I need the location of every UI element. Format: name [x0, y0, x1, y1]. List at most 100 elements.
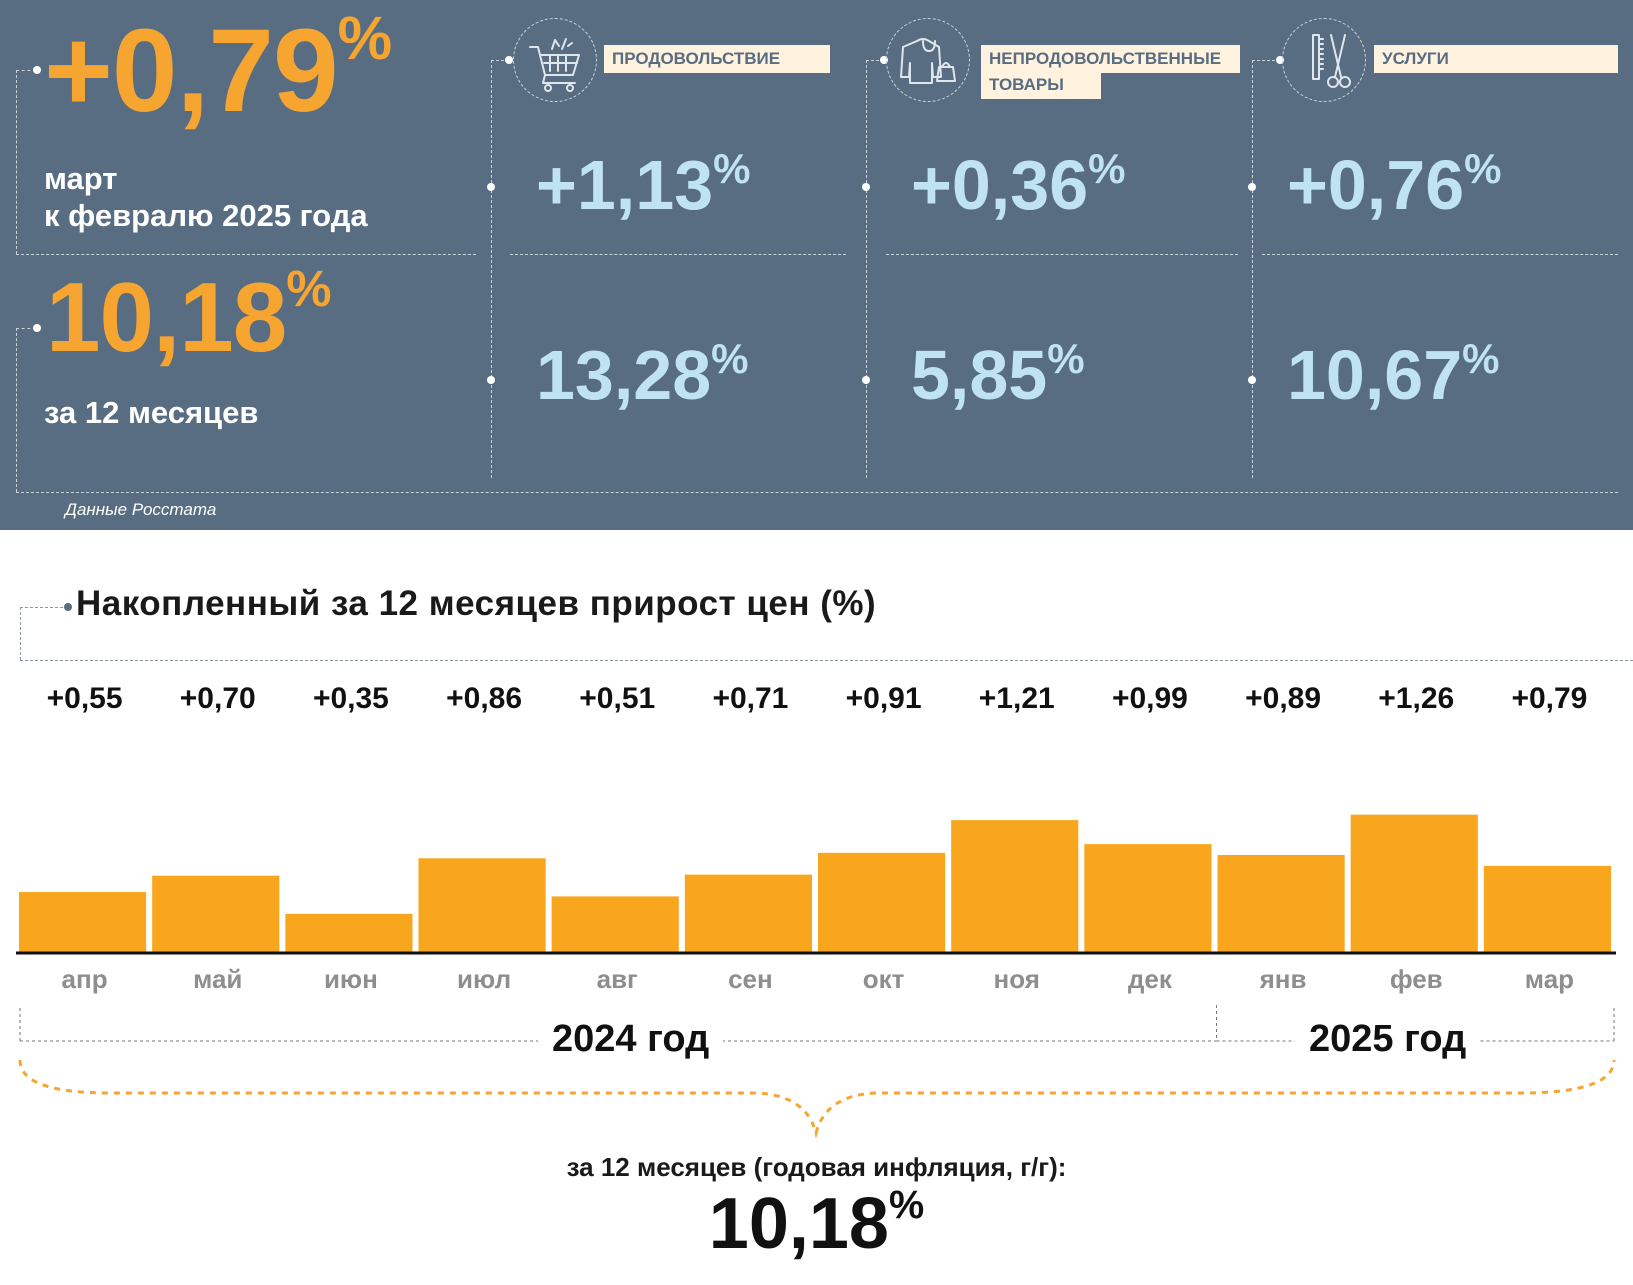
total-brace	[18, 1059, 1616, 1139]
year-label-2024: 2024 год	[538, 1018, 724, 1061]
data-label: +0,71	[712, 682, 788, 715]
divider	[886, 254, 1238, 255]
data-label: +1,21	[979, 682, 1055, 715]
percent-sign: %	[337, 4, 393, 73]
category-label-nonfood-line2: ТОВАРЫ	[981, 71, 1101, 99]
bar	[152, 875, 280, 952]
category-label-food: ПРОДОВОЛЬСТВИЕ	[604, 45, 830, 73]
divider	[20, 607, 68, 608]
divider	[16, 328, 17, 492]
data-label: +0,89	[1245, 682, 1321, 715]
monthly-value-number: +0,79	[44, 5, 339, 137]
data-label: +0,51	[579, 682, 655, 715]
annual-total-value: 10,18%	[0, 1185, 1633, 1260]
x-tick-label: май	[193, 964, 242, 994]
annual-inflation-value: 10,18%	[46, 263, 332, 366]
connector-dot	[1276, 56, 1284, 64]
x-tick-label: апр	[62, 964, 108, 994]
summary-panel: +0,79% март к февралю 2025 года 10,18% з…	[0, 0, 1633, 530]
category-label-nonfood: НЕПРОДОВОЛЬСТВЕННЫЕ	[981, 45, 1240, 73]
percent-sign: %	[1047, 335, 1085, 382]
connector-dot	[33, 324, 41, 332]
nonfood-monthly-value: +0,36%	[911, 148, 1125, 221]
food-monthly-value: +1,13%	[536, 148, 750, 221]
bar	[1217, 854, 1345, 952]
annual-value-number: 10,18	[46, 262, 287, 372]
percent-sign: %	[713, 145, 751, 192]
monthly-caption-line1: март	[44, 161, 118, 196]
bar-chart: +0,55 апр +0,70 май +0,35 июн +0,86 июл +0,51 авг…	[16, 682, 1616, 1139]
divider	[866, 60, 884, 61]
value-number: 13,28	[536, 336, 712, 414]
scissors-comb-icon	[1282, 18, 1366, 102]
divider	[20, 607, 21, 660]
value-number: 10,67	[1287, 336, 1463, 414]
divider	[1262, 254, 1618, 255]
services-annual-value: 10,67%	[1287, 338, 1500, 411]
bar	[285, 913, 413, 952]
divider	[16, 70, 17, 254]
percent-sign: %	[1088, 145, 1126, 192]
data-label: +0,35	[313, 682, 389, 715]
connector-dot	[487, 183, 495, 191]
food-annual-value: 13,28%	[536, 338, 749, 411]
connector-dot	[862, 376, 870, 384]
value-number: +0,76	[1287, 146, 1465, 224]
divider	[491, 60, 492, 478]
data-label: +0,70	[180, 682, 256, 715]
divider	[491, 60, 509, 61]
divider	[16, 70, 36, 71]
bar	[684, 874, 812, 952]
value-number: 5,85	[911, 336, 1048, 414]
divider	[16, 328, 36, 329]
divider	[866, 60, 867, 478]
data-source-note: Данные Росстата	[65, 500, 217, 519]
bar	[1350, 814, 1478, 952]
nonfood-annual-value: 5,85%	[911, 338, 1085, 411]
bar	[418, 858, 546, 952]
data-label: +0,55	[47, 682, 123, 715]
x-tick-label: июл	[457, 964, 511, 994]
bar	[1084, 844, 1212, 952]
clothing-icon	[886, 18, 970, 102]
percent-sign: %	[711, 335, 749, 382]
chart-title: Накопленный за 12 месяцев прирост цен (%…	[76, 584, 877, 623]
services-monthly-value: +0,76%	[1287, 148, 1501, 221]
value-number: 10,18	[708, 1184, 889, 1264]
x-tick-label: мар	[1525, 964, 1574, 994]
divider	[510, 254, 846, 255]
connector-dot	[33, 66, 41, 74]
data-label: +0,91	[846, 682, 922, 715]
divider	[16, 492, 1618, 493]
x-tick-label: авг	[597, 964, 638, 994]
x-tick-label: июн	[324, 964, 378, 994]
bar	[19, 892, 147, 952]
connector-dot	[505, 56, 513, 64]
bar	[951, 820, 1079, 952]
monthly-caption-line2: к февралю 2025 года	[44, 198, 368, 233]
x-tick-label: сен	[728, 964, 773, 994]
connector-dot	[1248, 183, 1256, 191]
year-label-2025: 2025 год	[1295, 1018, 1481, 1061]
annual-caption: за 12 месяцев	[44, 395, 259, 430]
divider	[16, 254, 476, 255]
x-tick-label: фев	[1390, 964, 1443, 994]
percent-sign: %	[1462, 335, 1500, 382]
percent-sign: %	[286, 260, 331, 317]
connector-dot	[1248, 376, 1256, 384]
x-tick-label: ноя	[994, 964, 1040, 994]
bar	[818, 852, 946, 952]
monthly-inflation-value: +0,79%	[44, 8, 392, 130]
connector-dot	[880, 56, 888, 64]
connector-dot	[487, 376, 495, 384]
bar	[551, 896, 679, 952]
value-number: +1,13	[536, 146, 714, 224]
connector-dot	[64, 603, 72, 611]
category-label-services: УСЛУГИ	[1374, 45, 1618, 73]
data-label: +0,99	[1112, 682, 1188, 715]
x-tick-label: окт	[863, 964, 905, 994]
percent-sign: %	[888, 1183, 925, 1227]
shopping-cart-icon	[513, 18, 597, 102]
data-label: +0,79	[1511, 682, 1587, 715]
x-tick-label: янв	[1259, 964, 1307, 994]
